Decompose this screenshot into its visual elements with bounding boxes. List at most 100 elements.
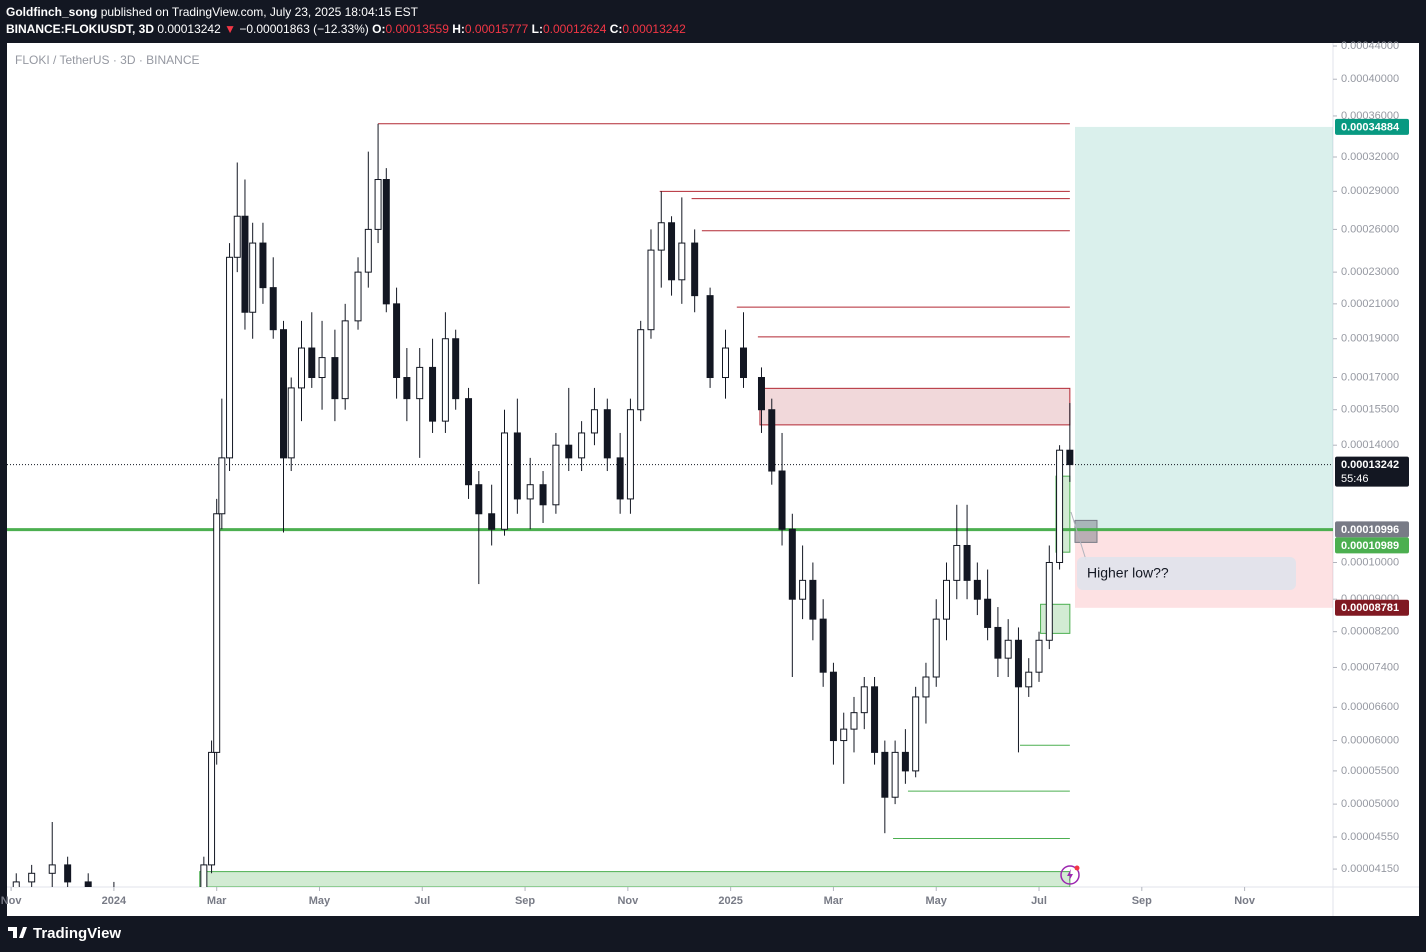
candle-body	[778, 470, 786, 530]
o-label: O:	[372, 22, 386, 36]
h: 0.00015777	[464, 22, 529, 36]
candle-body	[626, 409, 634, 500]
alert-icon[interactable]	[1060, 865, 1080, 885]
y-tick-label: 0.00005500	[1341, 765, 1399, 777]
h-label: H:	[452, 22, 465, 36]
candle-body	[382, 179, 390, 305]
candle-body	[678, 242, 686, 281]
alert-dot	[1074, 865, 1080, 871]
candle-body	[984, 598, 992, 628]
x-tick-label: 2024	[102, 895, 127, 907]
profit-zone	[1074, 126, 1333, 530]
candle-body	[513, 432, 521, 500]
candle-body	[973, 579, 981, 600]
candle-body	[308, 347, 316, 379]
candle-body	[1025, 671, 1033, 688]
candle-body	[84, 881, 92, 887]
price-label-box	[1335, 521, 1409, 538]
candle-body	[881, 751, 889, 798]
candle-body	[354, 271, 362, 322]
candle-body	[590, 409, 598, 434]
y-tick-label: 0.00006600	[1341, 701, 1399, 713]
price-label: 0.00034884	[1341, 121, 1400, 133]
candle-body	[722, 347, 730, 379]
candle-body	[565, 444, 573, 459]
candle-body	[901, 751, 909, 772]
candle-body	[657, 222, 665, 251]
candle-body	[226, 256, 234, 459]
candle-body	[552, 444, 560, 506]
candle-body	[637, 329, 645, 411]
footer-logo[interactable]: TradingView	[8, 925, 121, 942]
y-tick-label: 0.00019000	[1341, 333, 1399, 345]
candle-body	[932, 618, 940, 678]
candle-body	[208, 751, 216, 866]
symbol: BINANCE:FLOKIUSDT, 3D	[6, 22, 155, 36]
zone	[1040, 603, 1071, 634]
candle-body	[539, 484, 547, 506]
y-tick-label: 0.00010000	[1341, 556, 1399, 568]
x-tick-label: Nov	[1234, 895, 1256, 907]
candle-body	[341, 320, 349, 400]
candle-body	[200, 864, 208, 887]
candle-body	[526, 484, 534, 500]
zone	[759, 387, 1071, 426]
candle-body	[364, 228, 372, 273]
candle-body	[739, 347, 747, 379]
c: 0.00013242	[622, 22, 686, 36]
change-arrow: ▼	[224, 22, 236, 36]
chart-title: FLOKI / TetherUS · 3D · BINANCE	[15, 53, 200, 67]
publish-line: Goldfinch_song published on TradingView.…	[6, 4, 686, 21]
annotation: Higher low??	[1087, 565, 1169, 581]
y-tick-label: 0.00023000	[1341, 266, 1399, 278]
candle-body	[475, 484, 483, 515]
annotation-box[interactable]	[1077, 557, 1296, 590]
zone	[199, 871, 1071, 887]
y-tick-label: 0.00040000	[1341, 73, 1399, 85]
candle-body	[809, 579, 817, 620]
candle-body	[403, 377, 411, 400]
candle-body	[64, 864, 72, 883]
y-tick-label: 0.00015500	[1341, 404, 1399, 416]
candle-body	[318, 357, 326, 379]
c-label: C:	[609, 22, 623, 36]
published: published on TradingView.com, July 23, 2…	[100, 5, 419, 19]
candle-body	[1004, 639, 1012, 659]
candle-body	[233, 215, 241, 258]
candle-body	[994, 626, 1002, 659]
l: 0.00012624	[542, 22, 607, 36]
y-tick-label: 0.00017000	[1341, 371, 1399, 383]
author[interactable]: Goldfinch_song	[6, 5, 98, 19]
logo-mark	[8, 927, 27, 938]
x-tick-label: Nov	[617, 895, 639, 907]
last: 0.00013242	[157, 22, 221, 36]
candle-body	[441, 338, 449, 422]
candle-body	[1014, 639, 1022, 688]
candle-body	[829, 671, 837, 742]
header: Goldfinch_song published on TradingView.…	[6, 4, 686, 38]
candle-body	[963, 544, 971, 581]
price-label-box	[1335, 118, 1409, 135]
x-tick-label: Jul	[414, 895, 430, 907]
candle-body	[922, 676, 930, 698]
candle-body	[860, 686, 868, 714]
candle-body	[12, 881, 20, 887]
candle-body	[668, 222, 676, 281]
price-label: 0.00010989	[1341, 540, 1399, 552]
annotation-connector	[1070, 511, 1087, 561]
candle-body	[616, 457, 624, 500]
candle-body	[1045, 561, 1053, 641]
y-tick-label: 0.00032000	[1341, 151, 1399, 163]
candle-body	[691, 242, 699, 297]
price-label-box	[1335, 456, 1409, 487]
y-tick-label: 0.00029000	[1341, 185, 1399, 197]
candle-body	[218, 457, 226, 515]
candle-body	[871, 686, 879, 753]
candle-body	[416, 366, 424, 400]
y-tick-label: 0.00014000	[1341, 439, 1399, 451]
candle-body	[501, 432, 509, 530]
candle-body	[241, 215, 249, 313]
candle-body	[393, 303, 401, 379]
x-tick-label: Jul	[1031, 895, 1047, 907]
x-tick-label: Sep	[515, 895, 535, 907]
